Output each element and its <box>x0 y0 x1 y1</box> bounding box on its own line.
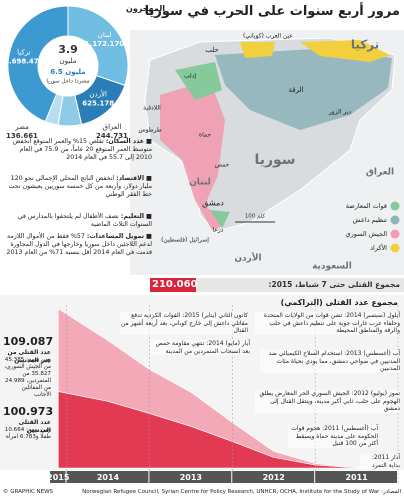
center-value: 3.9 <box>58 43 78 56</box>
fact: ■ تمويل المساعدات: 57% فقط من الأموال ال… <box>6 233 152 256</box>
map-label: تركيا <box>351 38 379 52</box>
map-label: إدلب <box>184 73 196 80</box>
year-label: 2014 <box>97 473 120 482</box>
fact: ■ التعليم: نصف الأطفال لم يلتحقوا بالمدا… <box>17 213 152 228</box>
map-label: درعا <box>213 227 224 234</box>
fact-head: الاقتصاد: <box>116 175 145 182</box>
legend-swatch <box>390 201 400 211</box>
fact-head: التعليم: <box>120 213 145 220</box>
year-band <box>149 471 232 483</box>
series-value: 109.087 <box>3 335 54 348</box>
kurds-area <box>300 40 390 62</box>
fact-head: تمويل المساعدات: <box>86 233 145 240</box>
legend-label: تنظيم داعش <box>353 216 388 224</box>
map-label: دير الزور <box>328 109 351 116</box>
slice-name: الأردن <box>89 89 107 98</box>
year-label: 2011 <box>345 473 368 482</box>
pie-slice <box>67 5 129 87</box>
legend-swatch <box>390 243 400 253</box>
legend-label: الأكراد <box>370 243 387 252</box>
army-area <box>160 80 225 230</box>
title: مرور أربع سنوات على الحرب في سوريا <box>144 4 400 19</box>
total-bar <box>188 278 404 292</box>
year-band <box>50 471 66 483</box>
scale-label: 100 كلم <box>245 213 266 220</box>
year-label: 2012 <box>263 473 285 482</box>
slice-name: لبنان <box>98 31 112 39</box>
center-unit: مليون <box>60 57 77 65</box>
series-details: ومن بينهم: 10.664 طفلا و6.783 امرأة <box>4 427 51 440</box>
fact-head: عدد السكان: <box>105 138 145 145</box>
sources: Norwegian Refugee Council, Syrian Centre… <box>82 489 401 495</box>
year-band <box>232 471 315 483</box>
map-label: حمص <box>215 162 230 169</box>
slice-value: 136.661 <box>6 132 38 140</box>
legend-label: الجيش السوري <box>346 230 388 238</box>
slice-value: 1.172.170 <box>85 40 125 48</box>
slice-name: العراق <box>103 123 122 131</box>
map-label: العراق <box>366 168 394 178</box>
slice-value: 625.178 <box>82 99 114 107</box>
legend-swatch <box>390 215 400 225</box>
kurds-area <box>240 42 275 58</box>
annotation: أيار (مايو) 2014: تنتهي مقاومة حمص بعد ا… <box>150 340 250 355</box>
map-label: عين العرب (كوباني) <box>243 33 293 40</box>
footer-bg <box>0 487 404 500</box>
pie-slice <box>7 5 69 123</box>
series-value: 100.973 <box>3 405 54 418</box>
series-name: عدد القتلى المدنيين <box>18 419 51 434</box>
total-text: مجموع القتلى حتى 7 شباط، 2015: <box>268 280 400 289</box>
slice-value: 244.731 <box>96 132 128 140</box>
slice-value: 1.698.472 <box>4 57 44 65</box>
series-details: ومن بينهم: 45.385 من الجيش السوري، 35.82… <box>4 357 51 398</box>
total-value: 210.060 <box>152 279 198 290</box>
total-box <box>150 278 196 292</box>
chart-title: مجموع عدد القتلى (التراكمي) <box>280 298 398 307</box>
map-label: الأردن <box>234 252 261 264</box>
annotation: كانون الثاني (يناير) 2015: القوات الكردي… <box>120 312 248 335</box>
credit: © GRAPHIC NEWS <box>3 489 54 495</box>
legend-swatch <box>390 229 400 239</box>
isis-area <box>215 48 392 130</box>
internal: 6.5 مليون <box>50 68 85 76</box>
legend-label: قوات المعارضة <box>346 202 387 210</box>
year-band <box>315 471 397 483</box>
map-label: دمشق <box>202 199 224 208</box>
series-name: عدد القتلى من غير المدنيين <box>7 349 51 364</box>
fact-text: تقلص 15% والعمر المتوقع انخفض متوسط العم… <box>12 138 152 161</box>
year-label: 2013 <box>180 473 202 482</box>
annotation: آب (أغسطس) 2013: استخدام السلاح الكيميائ… <box>260 350 400 373</box>
fact-text: انخفض الناتج المحلي الإجمالي نحو 120 ملي… <box>8 175 153 198</box>
map-label: طرطوس <box>138 127 162 134</box>
map-label: سوريا <box>254 152 295 168</box>
map-label: حلب <box>205 46 219 54</box>
pie-center <box>39 37 97 95</box>
pie-title: المهجرون <box>126 4 165 13</box>
map-label: السعودية <box>312 262 352 272</box>
fact: ■ عدد السكان: تقلص 15% والعمر المتوقع ان… <box>12 138 152 161</box>
fact: ■ الاقتصاد: انخفض الناتج المحلي الإجمالي… <box>8 175 153 198</box>
internal-note: مشردا داخل سوريا <box>46 79 89 85</box>
map-label: لبنان <box>189 178 211 188</box>
year-band <box>66 471 149 483</box>
opposition-area <box>175 62 230 228</box>
year-label: 2015 <box>47 473 70 482</box>
slice-name: مصر <box>14 123 29 131</box>
annotation: آب (أغسطس) 2011: هجوم قوات الحكومة على م… <box>288 425 378 448</box>
map-label: الرقة <box>288 86 303 94</box>
annotation: آذار 2011: بداية التمرد <box>360 454 400 469</box>
map-label: إسرائيل (فلسطين) <box>161 237 209 244</box>
annotation: أيلول (سبتمبر) 2014: تشن قوات من الولايا… <box>255 312 400 335</box>
annotation: تموز (يوليو) 2012: الجيش السوري الحر الم… <box>255 390 400 413</box>
area <box>57 308 382 469</box>
map-label: حماة <box>199 132 211 139</box>
slice-name: تركيا <box>17 48 30 56</box>
fact-text: 57% فقط من الأموال اللازمة لدعم اللاجئين… <box>6 233 152 256</box>
fact-text: نصف الأطفال لم يلتحقوا بالمدارس في السنو… <box>17 213 152 228</box>
map-label: اللاذقية <box>143 105 161 112</box>
